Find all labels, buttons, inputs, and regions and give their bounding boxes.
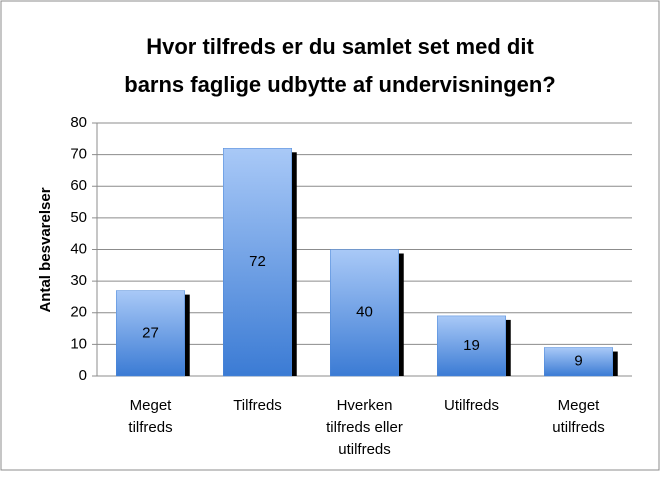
y-tick-label: 60 (70, 177, 87, 194)
value-label: 40 (356, 304, 373, 321)
bar (223, 148, 292, 377)
bar (437, 315, 506, 377)
value-label: 27 (142, 324, 159, 341)
y-tick-label: 40 (70, 240, 87, 257)
chart-title: Hvor tilfreds er du samlet set med dit (146, 34, 534, 59)
value-label: 72 (249, 253, 266, 270)
y-tick-label: 50 (70, 209, 87, 226)
value-label: 9 (574, 353, 582, 370)
y-tick-label: 70 (70, 146, 87, 163)
bar (116, 290, 185, 377)
chart-title: barns faglige udbytte af undervisningen? (124, 72, 556, 97)
x-tick-label: Tilfreds (233, 397, 282, 414)
bar (330, 249, 399, 377)
y-tick-label: 10 (70, 335, 87, 352)
y-tick-label: 0 (79, 367, 87, 384)
x-tick-label: Utilfreds (444, 397, 499, 414)
x-tick-label: Meget (130, 397, 173, 414)
y-tick-label: 20 (70, 304, 87, 321)
x-tick-label: Meget (558, 397, 601, 414)
x-tick-label: utilfreds (552, 419, 605, 436)
y-tick-label: 80 (70, 114, 87, 131)
bar (544, 347, 613, 377)
x-tick-label: utilfreds (338, 441, 391, 458)
y-tick-label: 30 (70, 272, 87, 289)
x-tick-label: Hverken (337, 397, 393, 414)
y-axis-label: Antal besvarelser (37, 187, 54, 312)
x-tick-label: tilfreds eller (326, 419, 403, 436)
x-tick-label: tilfreds (128, 419, 172, 436)
value-label: 19 (463, 337, 480, 354)
